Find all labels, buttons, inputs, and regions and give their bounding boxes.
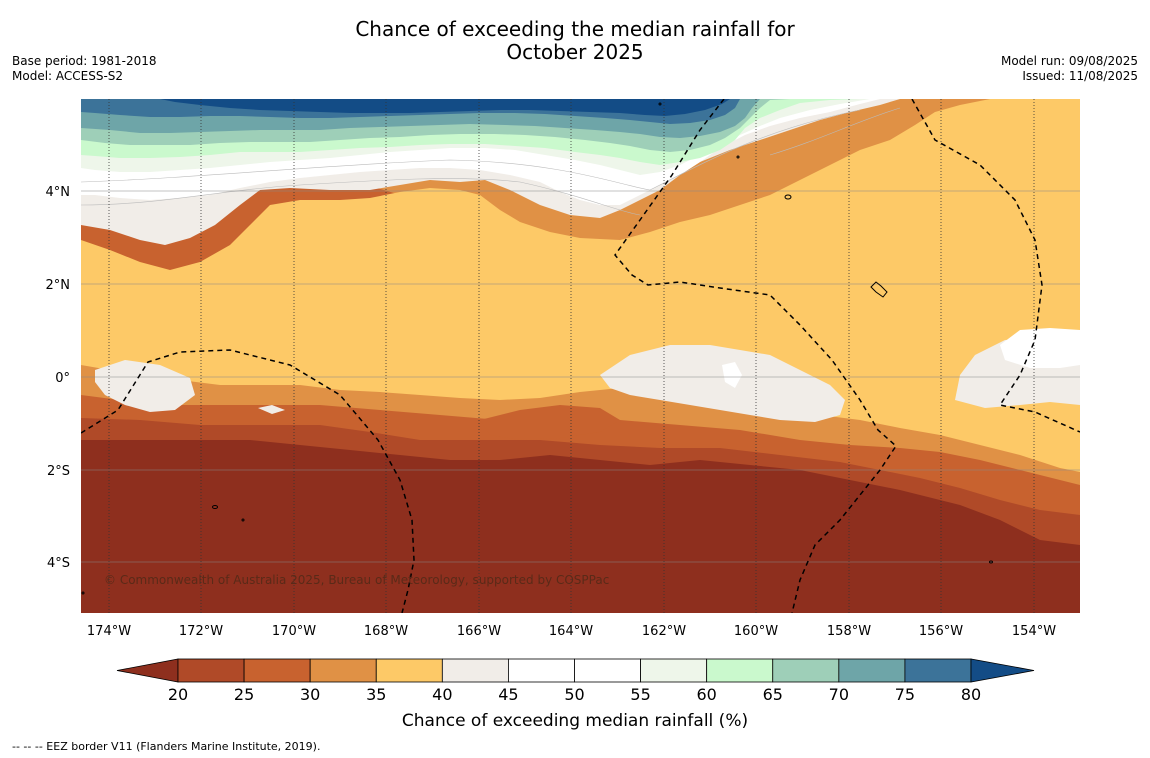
copyright-text: © Commonwealth of Australia 2025, Bureau…: [104, 573, 609, 587]
colorbar-swatch: [640, 658, 708, 683]
colorbar-swatch: [441, 658, 509, 683]
colorbar-tick-label: 80: [961, 685, 981, 704]
eez-borders: [81, 99, 1080, 613]
colorbar-swatch: [243, 658, 311, 683]
lat-label: 2°N: [46, 278, 71, 293]
band-40-45-equator-b: [95, 360, 195, 412]
lat-label: 4°S: [47, 556, 70, 571]
lon-label: 174°W: [87, 624, 131, 639]
meta-right: Model run: 09/08/2025 Issued: 11/08/2025: [1001, 54, 1138, 84]
colorbar-tick-label: 60: [696, 685, 716, 704]
colorbar-tick-label: 20: [168, 685, 188, 704]
colorbar-tick-label: 45: [498, 685, 518, 704]
colorbar-swatch: [772, 658, 840, 683]
colorbar-extend-low: [116, 658, 179, 683]
lon-label: 164°W: [549, 624, 593, 639]
lon-label: 172°W: [179, 624, 223, 639]
model-name: Model: ACCESS-S2: [12, 69, 124, 83]
band-40-45-blob: [258, 405, 285, 414]
colorbar-tick-label: 55: [630, 685, 650, 704]
lon-label: 166°W: [457, 624, 501, 639]
band-35-40: [81, 99, 1080, 472]
lat-label: 4°N: [46, 185, 71, 200]
colorbar-extend-high: [970, 658, 1035, 683]
lon-label: 154°W: [1012, 624, 1056, 639]
colorbar-tick-label: 75: [895, 685, 915, 704]
lon-label: 156°W: [919, 624, 963, 639]
lon-label: 162°W: [642, 624, 686, 639]
colorbar-swatch: [508, 658, 575, 683]
lon-label: 170°W: [272, 624, 316, 639]
colorbar-swatch: [309, 658, 377, 683]
base-period: Base period: 1981-2018: [12, 54, 157, 68]
contour-lines: [81, 107, 901, 216]
colorbar-swatch: [177, 658, 245, 683]
title-line-1: Chance of exceeding the median rainfall …: [355, 17, 795, 41]
islands: [81, 102, 993, 595]
patch-25-30-d: [480, 405, 620, 440]
rainfall-map: © Commonwealth of Australia 2025, Bureau…: [81, 99, 1080, 613]
colorbar-tick-label: 70: [829, 685, 849, 704]
colorbar-swatch: [904, 658, 972, 683]
colorbar-swatch: [838, 658, 906, 683]
lon-label: 158°W: [827, 624, 871, 639]
lon-label: 168°W: [364, 624, 408, 639]
colorbar-swatch: [375, 658, 443, 683]
colorbar-tick-label: 40: [432, 685, 452, 704]
band-40-45-equator-a: [600, 345, 845, 422]
longitude-labels: 174°W 172°W 170°W 168°W 166°W 164°W 162°…: [87, 624, 1056, 639]
lat-label: 0°: [55, 371, 70, 386]
graticule: [81, 99, 1080, 613]
lat-label: 2°S: [47, 464, 70, 479]
band-45-55-equator: [1000, 328, 1080, 368]
issued-date: Issued: 11/08/2025: [1022, 69, 1138, 83]
colorbar-tick-label: 35: [366, 685, 386, 704]
latitude-labels: 4°N 2°N 0° 2°S 4°S: [46, 185, 71, 571]
lon-label: 160°W: [734, 624, 778, 639]
colorbar-tick-label: 50: [564, 685, 584, 704]
band-above-80: [160, 99, 730, 116]
colorbar-tick-label: 65: [763, 685, 783, 704]
colorbar-tick-label: 30: [300, 685, 320, 704]
colorbar-swatch: [706, 658, 774, 683]
model-run: Model run: 09/08/2025: [1000, 54, 1138, 68]
title-line-2: October 2025: [506, 40, 644, 64]
band-45-55-small: [722, 362, 742, 388]
colorbar-tick-label: 25: [234, 685, 254, 704]
colorbar: 20 25 30 35 40 45 50 55 60 65 70 75 80: [116, 658, 1035, 704]
colorbar-swatch: [574, 658, 641, 683]
meta-left: Base period: 1981-2018 Model: ACCESS-S2: [12, 54, 157, 84]
colorbar-title: Chance of exceeding median rainfall (%): [402, 711, 748, 731]
eez-footnote: -- -- -- EEZ border V11 (Flanders Marine…: [12, 740, 321, 753]
